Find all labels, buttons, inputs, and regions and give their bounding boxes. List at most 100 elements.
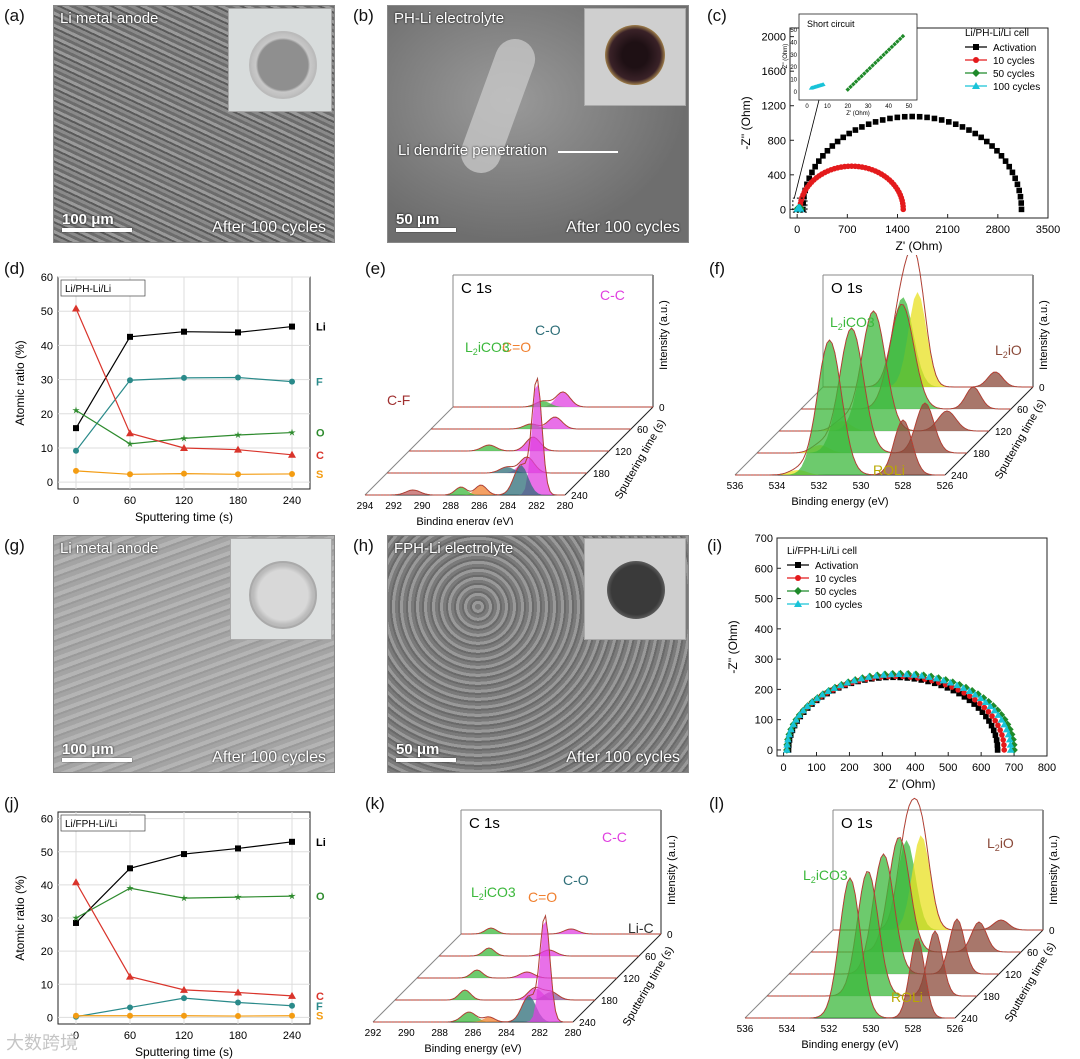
inset-point: [862, 71, 867, 76]
data-point: [992, 732, 999, 738]
data-point: [945, 119, 952, 125]
inset-title: Short circuit: [807, 19, 855, 29]
data-point: [289, 1002, 295, 1009]
x-tick-label: 294: [357, 501, 374, 512]
data-point: [900, 206, 907, 213]
data-point: [872, 119, 879, 125]
panel-label: (e): [365, 259, 386, 278]
data-point: [983, 713, 989, 720]
peak-area: [365, 384, 565, 495]
x-tick-label: 60: [124, 1030, 136, 1042]
z-tick-label: 0: [659, 403, 665, 414]
data-point: [1000, 737, 1006, 743]
nyquist-chart-c: 0 700 1400 2100 2800 35000400800120016002000Z…: [739, 13, 1060, 253]
data-point: [902, 670, 911, 678]
peak-area: [387, 467, 587, 473]
data-point: [787, 725, 795, 733]
panel-d: (d) 0 60 120 180 240 0 10 20 30 40 50 60 Sputtering …: [0, 255, 345, 525]
x-tick-label: 120: [175, 1030, 193, 1042]
data-point: [916, 113, 923, 120]
raw-data: [439, 947, 639, 957]
data-point: [924, 114, 930, 121]
fit-envelope: [735, 339, 945, 476]
data-point: [932, 674, 941, 682]
y-tick-label: 10: [41, 979, 53, 991]
core-level-title: C 1s: [461, 280, 492, 297]
z-tick-label: 240: [951, 471, 968, 482]
data-point: [180, 443, 188, 451]
data-point: [1002, 725, 1011, 733]
series-label: C: [316, 450, 324, 462]
cell-label: Li/FPH-Li/Li: [65, 819, 117, 830]
x-tick-label: 532: [811, 481, 828, 492]
inset-x-tick: 50: [906, 104, 913, 110]
data-point: [73, 467, 79, 474]
core-level-title: C 1s: [469, 815, 500, 832]
y-tick-label: 60: [41, 814, 53, 826]
sem-image-b: PH-Li electrolyte Li dendrite penetratio…: [387, 5, 689, 243]
inset-y-tick: 20: [790, 65, 797, 71]
data-point: [961, 690, 967, 696]
sem-condition: After 100 cycles: [212, 749, 326, 766]
peak-area: [811, 837, 1021, 952]
peak-label: ROLi: [891, 989, 923, 1005]
data-point: [235, 999, 241, 1006]
data-point: [931, 115, 938, 122]
x-tick-label: 2100: [935, 224, 959, 236]
panel-label: (d): [4, 259, 25, 278]
data-point: [1009, 169, 1016, 176]
legend-marker: [794, 587, 802, 595]
sem-image-h: FPH-Li electrolyte 50 μm After 100 cycle…: [387, 535, 689, 773]
data-point: [235, 374, 241, 381]
x-tick-label: 1400: [885, 224, 909, 236]
legend-label: Activation: [993, 43, 1036, 54]
peak-area: [801, 304, 1011, 409]
scale-bar: 50 μm: [396, 211, 456, 232]
inset-x-tick: 40: [885, 104, 892, 110]
raw-data: [395, 987, 595, 1001]
data-point: [234, 445, 242, 453]
core-level-title: O 1s: [841, 815, 873, 832]
z-tick-label: 0: [1049, 926, 1055, 937]
data-point: [972, 130, 979, 137]
panel-label: (a): [4, 6, 25, 25]
data-point: [988, 722, 995, 729]
y-tick-label: 10: [41, 443, 53, 455]
data-point: [990, 706, 999, 714]
data-point: [931, 680, 938, 687]
inset-point: [867, 65, 873, 71]
data-point: [992, 717, 998, 724]
peak-label: L2iO: [995, 342, 1022, 360]
peak-area: [453, 392, 653, 407]
data-point: [1002, 158, 1009, 164]
legend-label: 50 cycles: [815, 587, 857, 598]
scale-bar: 100 μm: [62, 741, 132, 762]
raw-data: [461, 927, 661, 935]
data-point: [1018, 206, 1025, 213]
data-point: [911, 675, 918, 682]
peak-area: [757, 403, 967, 453]
peak-area: [779, 411, 989, 431]
y-tick-label: 800: [768, 135, 786, 147]
data-point: [796, 205, 805, 213]
core-level-title: O 1s: [831, 280, 863, 297]
data-point: [830, 684, 839, 691]
data-point: [946, 678, 955, 686]
data-point: [975, 705, 982, 711]
y-tick-label: 200: [755, 684, 773, 696]
data-point: [818, 690, 827, 698]
inset-y-tick: 50: [790, 28, 797, 34]
data-point: [1001, 747, 1007, 753]
legend-title: Li/FPH-Li/Li cell: [787, 546, 857, 557]
data-point: [956, 690, 962, 697]
legend-label: Activation: [815, 561, 858, 572]
cell-label: Li/PH-Li/Li: [65, 284, 111, 295]
x-axis-label: Binding energy (eV): [791, 496, 888, 508]
inset-point: [870, 63, 875, 68]
data-point: [181, 470, 187, 477]
data-point: [72, 914, 80, 922]
x-tick-label: 286: [465, 1028, 482, 1039]
peak-area: [461, 929, 661, 934]
panel-a: (a) Li metal anode 100 μm After 100 cycl…: [0, 0, 345, 245]
data-point: [1006, 163, 1013, 170]
